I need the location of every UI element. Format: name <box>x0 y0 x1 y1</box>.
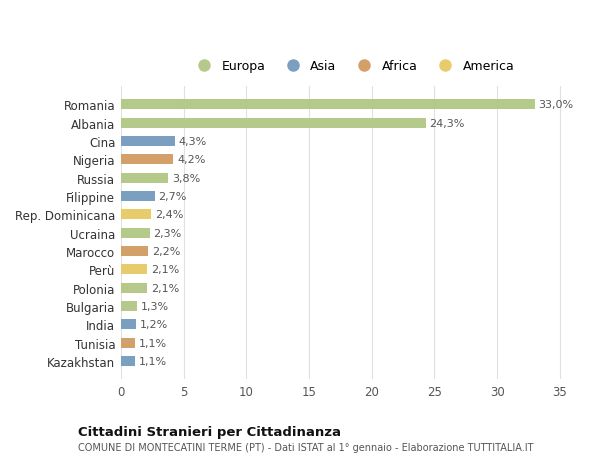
Text: 24,3%: 24,3% <box>430 118 465 129</box>
Text: 2,1%: 2,1% <box>151 283 179 293</box>
Text: Cittadini Stranieri per Cittadinanza: Cittadini Stranieri per Cittadinanza <box>78 425 341 438</box>
Bar <box>121 319 136 330</box>
Text: 3,8%: 3,8% <box>172 174 200 183</box>
Legend: Europa, Asia, Africa, America: Europa, Asia, Africa, America <box>187 55 519 78</box>
Bar <box>121 302 137 311</box>
Text: 1,2%: 1,2% <box>140 320 168 330</box>
Bar <box>121 100 535 110</box>
Text: 1,1%: 1,1% <box>139 338 166 348</box>
Bar <box>121 246 148 257</box>
Text: 2,1%: 2,1% <box>151 265 179 275</box>
Bar <box>121 174 169 183</box>
Text: 4,3%: 4,3% <box>179 137 207 147</box>
Text: 4,2%: 4,2% <box>177 155 206 165</box>
Bar <box>121 338 134 348</box>
Text: 2,4%: 2,4% <box>155 210 183 220</box>
Bar <box>121 210 151 220</box>
Text: 1,1%: 1,1% <box>139 356 166 366</box>
Text: 33,0%: 33,0% <box>539 100 574 110</box>
Bar <box>121 191 155 202</box>
Text: 2,7%: 2,7% <box>158 192 187 202</box>
Bar <box>121 228 149 238</box>
Bar <box>121 265 147 275</box>
Text: COMUNE DI MONTECATINI TERME (PT) - Dati ISTAT al 1° gennaio - Elaborazione TUTTI: COMUNE DI MONTECATINI TERME (PT) - Dati … <box>78 442 533 452</box>
Bar <box>121 118 425 129</box>
Bar <box>121 283 147 293</box>
Bar <box>121 137 175 147</box>
Bar <box>121 356 134 366</box>
Text: 2,2%: 2,2% <box>152 246 181 257</box>
Bar <box>121 155 173 165</box>
Text: 2,3%: 2,3% <box>154 228 182 238</box>
Text: 1,3%: 1,3% <box>141 302 169 311</box>
